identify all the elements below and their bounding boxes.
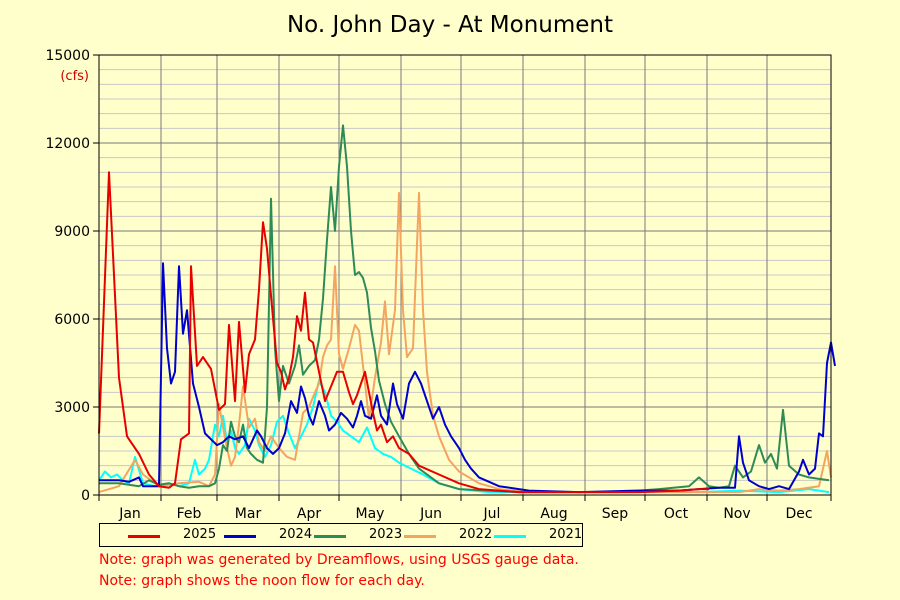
x-tick-label-feb: Feb — [177, 506, 202, 522]
legend-swatch-2022 — [404, 535, 436, 538]
y-tick-label: 6000 — [54, 312, 90, 328]
legend-label-2023: 2023 — [369, 527, 403, 542]
legend-label-2025: 2025 — [183, 527, 217, 542]
legend-label-2022: 2022 — [459, 527, 493, 542]
y-tick-label: 12000 — [45, 136, 90, 152]
legend: 2025 2024 2023 2022 2021 — [99, 523, 583, 547]
y-tick-label: 0 — [81, 488, 90, 504]
legend-swatch-2023 — [314, 535, 346, 538]
x-tick-label-may: May — [356, 506, 385, 522]
series-lines — [98, 124, 836, 494]
x-tick-label-jul: Jul — [483, 506, 501, 522]
y-tick-label: 15000 — [45, 48, 90, 64]
series-line-2022 — [98, 191, 832, 494]
x-tick-label-dec: Dec — [785, 506, 812, 522]
x-axis-ticks: Jan Feb Mar Apr May Jun Jul Aug Sep Oct Nov Dec — [98, 495, 832, 522]
legend-label-2024: 2024 — [279, 527, 313, 542]
note-noon-flow: Note: graph shows the noon flow for each… — [99, 573, 425, 589]
x-tick-label-apr: Apr — [297, 506, 321, 522]
legend-swatch-2025 — [128, 535, 160, 538]
legend-swatch-2024 — [224, 535, 256, 538]
major-gridlines — [99, 55, 831, 495]
x-tick-label-oct: Oct — [664, 506, 689, 522]
series-line-2024 — [99, 262, 836, 494]
x-tick-label-mar: Mar — [235, 506, 262, 522]
x-tick-label-jan: Jan — [118, 506, 141, 522]
legend-label-2021: 2021 — [549, 527, 583, 542]
y-tick-label: 9000 — [54, 224, 90, 240]
x-tick-label-sep: Sep — [602, 506, 629, 522]
chart-title: No. John Day - At Monument — [286, 12, 614, 38]
x-tick-label-nov: Nov — [723, 506, 750, 522]
minor-gridlines — [99, 69, 831, 481]
legend-swatch-2021 — [494, 535, 526, 538]
x-tick-label-jun: Jun — [419, 506, 442, 522]
y-axis-unit-label: (cfs) — [60, 69, 89, 84]
y-tick-label: 3000 — [54, 400, 90, 416]
note-source: Note: graph was generated by Dreamflows,… — [99, 552, 579, 568]
x-tick-label-aug: Aug — [540, 506, 567, 522]
series-line-2023 — [99, 124, 830, 494]
y-axis-ticks: 0 3000 6000 9000 12000 15000 — [45, 48, 99, 504]
plot-frame — [98, 54, 832, 496]
series-line-2025 — [98, 171, 709, 494]
